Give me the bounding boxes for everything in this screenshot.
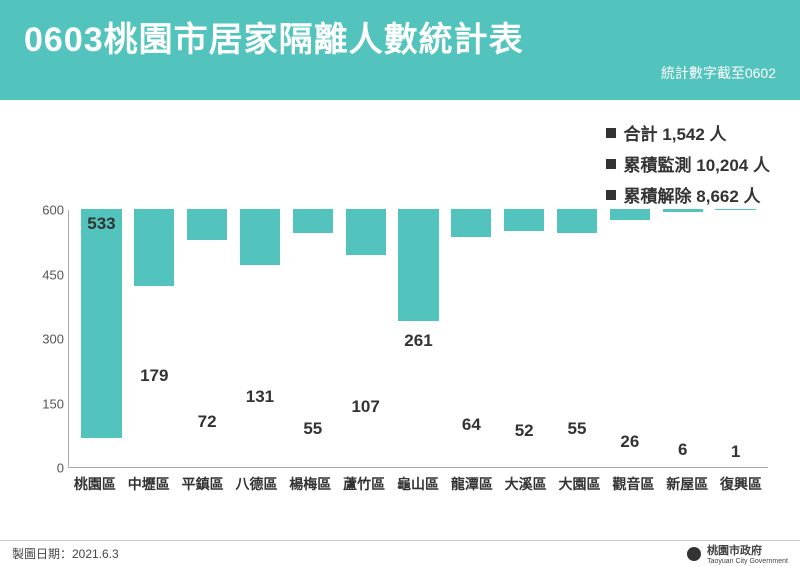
y-axis-tick-label: 0 (34, 461, 64, 476)
y-axis-tick-label: 600 (34, 203, 64, 218)
category-label: 大園區 (553, 474, 607, 494)
bar-value-label: 533 (87, 214, 115, 234)
bar: 6 (656, 209, 709, 467)
bar-value-label: 261 (404, 331, 432, 351)
bar-rect (398, 209, 438, 321)
category-label: 楊梅區 (283, 474, 337, 494)
footer-org-name: 桃園市政府 (707, 542, 788, 558)
bar: 55 (551, 209, 604, 467)
bar-rect (240, 209, 280, 265)
bar: 72 (181, 209, 234, 467)
bar: 533 (75, 209, 128, 467)
bar-rect (134, 209, 174, 286)
category-label: 新屋區 (660, 474, 714, 494)
bar-value-label: 6 (678, 440, 687, 460)
bar-rect (451, 209, 491, 237)
chart-category-labels: 桃園區中壢區平鎮區八德區楊梅區蘆竹區龜山區龍潭區大溪區大園區觀音區新屋區復興區 (68, 474, 768, 494)
bar-value-label: 107 (351, 397, 379, 417)
footer-date: 製圖日期：2021.6.3 (12, 545, 119, 562)
bar: 179 (128, 209, 181, 467)
gov-seal-icon (687, 547, 701, 561)
bar-value-label: 1 (731, 442, 740, 462)
bar-value-label: 64 (462, 415, 481, 435)
category-label: 龜山區 (391, 474, 445, 494)
stat-row: 累積解除 8,662 人 (606, 182, 770, 207)
bar-rect (81, 209, 121, 438)
bar: 52 (498, 209, 551, 467)
category-label: 龍潭區 (445, 474, 499, 494)
bullet-icon (606, 128, 616, 138)
stat-row: 累積監測 10,204 人 (606, 151, 770, 176)
bar: 1 (709, 209, 762, 467)
category-label: 桃園區 (68, 474, 122, 494)
category-label: 觀音區 (606, 474, 660, 494)
bar-rect (557, 209, 597, 233)
bar-rect (293, 209, 333, 233)
footer-org-text: 桃園市政府 Taoyuan City Government (707, 542, 788, 565)
page-subtitle: 統計數字截至0602 (24, 63, 776, 83)
category-label: 中壢區 (122, 474, 176, 494)
bar-value-label: 55 (568, 419, 587, 439)
bar-rect (187, 209, 227, 240)
bar: 26 (603, 209, 656, 467)
footer-org: 桃園市政府 Taoyuan City Government (687, 542, 788, 565)
bar-value-label: 52 (515, 421, 534, 441)
bar-rect (346, 209, 386, 255)
category-label: 復興區 (714, 474, 768, 494)
category-label: 八德區 (230, 474, 284, 494)
bar-value-label: 179 (140, 366, 168, 386)
bar-rect (610, 209, 650, 220)
bar-value-label: 72 (198, 412, 217, 432)
stat-text: 累積監測 10,204 人 (624, 151, 770, 176)
category-label: 大溪區 (499, 474, 553, 494)
bar-value-label: 26 (620, 432, 639, 452)
bar: 107 (339, 209, 392, 467)
stat-text: 累積解除 8,662 人 (624, 182, 761, 207)
bar-value-label: 131 (246, 387, 274, 407)
y-axis-tick-label: 450 (34, 267, 64, 282)
y-axis-tick-label: 300 (34, 332, 64, 347)
category-label: 蘆竹區 (337, 474, 391, 494)
page-root: 0603桃園市居家隔離人數統計表 統計數字截至0602 合計 1,542 人累積… (0, 0, 800, 566)
bar: 131 (234, 209, 287, 467)
footer-org-sub: Taoyuan City Government (707, 558, 788, 565)
chart-bars: 533 179 72 131 55 107 261 64 52 55 26 6 1 (69, 210, 768, 467)
page-title: 0603桃園市居家隔離人數統計表 (24, 12, 776, 61)
summary-stats: 合計 1,542 人累積監測 10,204 人累積解除 8,662 人 (606, 120, 770, 207)
chart-plot-area: 533 179 72 131 55 107 261 64 52 55 26 6 1 (68, 210, 768, 468)
bullet-icon (606, 190, 616, 200)
header-bar: 0603桃園市居家隔離人數統計表 統計數字截至0602 (0, 0, 800, 100)
bar-rect (504, 209, 544, 231)
stat-row: 合計 1,542 人 (606, 120, 770, 145)
bar: 64 (445, 209, 498, 467)
bar-rect (663, 209, 703, 212)
stat-text: 合計 1,542 人 (624, 120, 727, 145)
quarantine-bar-chart: 533 179 72 131 55 107 261 64 52 55 26 6 1 桃園區中壢區平鎮區八… (30, 210, 770, 510)
bar: 261 (392, 209, 445, 467)
bar: 55 (286, 209, 339, 467)
bar-value-label: 55 (303, 419, 322, 439)
category-label: 平鎮區 (176, 474, 230, 494)
y-axis-tick-label: 150 (34, 396, 64, 411)
bar-rect (715, 209, 755, 210)
footer-bar: 製圖日期：2021.6.3 桃園市政府 Taoyuan City Governm… (0, 540, 800, 566)
bullet-icon (606, 159, 616, 169)
